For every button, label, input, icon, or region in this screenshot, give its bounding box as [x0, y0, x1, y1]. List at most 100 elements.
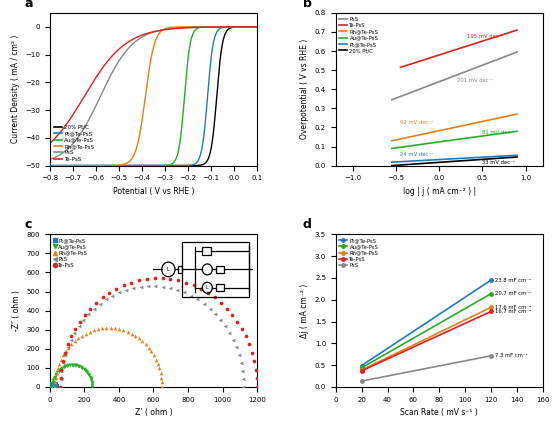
Text: 24 mV dec⁻¹: 24 mV dec⁻¹ — [401, 152, 434, 157]
Line: Rh@Te-PsS: Rh@Te-PsS — [50, 27, 257, 166]
Rh@Te-PsS — [138, 124, 145, 129]
Point — [228, 337, 237, 344]
Text: c: c — [25, 218, 32, 231]
Point — [74, 323, 83, 330]
Point — [57, 367, 66, 374]
Point — [143, 283, 152, 289]
Point — [52, 382, 61, 389]
Y-axis label: Current Density ( mA / cm² ): Current Density ( mA / cm² ) — [11, 35, 20, 144]
Point — [50, 373, 59, 380]
Point — [87, 378, 96, 385]
Y-axis label: Overpotential ( V vs RHE ): Overpotential ( V vs RHE ) — [300, 39, 309, 139]
Rh@Te-PsS — [208, 24, 215, 29]
Pt@Te-PsS — [138, 163, 145, 168]
Point — [98, 325, 106, 332]
Point — [52, 381, 60, 388]
Point — [78, 332, 86, 339]
Point — [217, 299, 225, 306]
Point — [64, 362, 73, 369]
Point — [63, 344, 72, 351]
Point — [232, 344, 240, 351]
Point — [47, 383, 55, 390]
Point — [48, 381, 57, 388]
Point — [79, 366, 88, 372]
Point — [80, 366, 89, 373]
Point — [81, 368, 90, 375]
Au@Te-PsS — [138, 163, 145, 168]
Point — [49, 381, 58, 387]
Point — [199, 300, 208, 307]
Point — [239, 384, 248, 390]
Point — [48, 381, 57, 387]
Legend: PsS, Te-PsS, Rh@Te-PsS, Au@Te-PsS, Pt@Te-PsS, 20% Pt/C: PsS, Te-PsS, Rh@Te-PsS, Au@Te-PsS, Pt@Te… — [338, 15, 379, 54]
Point — [174, 277, 183, 284]
Point — [94, 326, 102, 332]
Point — [236, 359, 245, 366]
20% Pt/C — [212, 113, 218, 118]
Point — [88, 380, 96, 387]
Point — [105, 289, 114, 296]
Point — [95, 300, 104, 307]
Te-PsS — [208, 25, 215, 30]
Point — [88, 382, 96, 389]
Point — [56, 375, 65, 382]
Legend: Pt@Te-PsS, Au@Te-PsS, Rh@Te-PsS, PsS, Te-PsS: Pt@Te-PsS, Au@Te-PsS, Rh@Te-PsS, PsS, Te… — [53, 237, 88, 269]
Point — [250, 357, 259, 364]
Text: 23.8 mF cm⁻²: 23.8 mF cm⁻² — [495, 277, 531, 283]
Point — [74, 335, 83, 342]
Point — [153, 360, 162, 367]
Point — [80, 311, 89, 318]
Point — [238, 375, 247, 382]
Rh@Te-PsS — [47, 163, 53, 168]
Point — [76, 364, 85, 371]
Point — [64, 341, 73, 348]
X-axis label: log | j ( mA cm⁻² ) |: log | j ( mA cm⁻² ) | — [403, 187, 476, 196]
Text: 16.7 mF cm⁻²: 16.7 mF cm⁻² — [495, 309, 531, 314]
Point — [59, 357, 68, 364]
PsS — [68, 143, 74, 148]
Point — [155, 365, 164, 372]
PsS — [212, 25, 218, 30]
Point — [48, 382, 57, 389]
Point — [147, 348, 156, 355]
Point — [59, 364, 68, 371]
PsS — [254, 24, 260, 29]
Point — [115, 326, 124, 332]
Text: 17.6 mF cm⁻²: 17.6 mF cm⁻² — [495, 305, 531, 310]
Point — [52, 382, 61, 389]
Point — [66, 337, 75, 344]
Te-PsS — [212, 25, 218, 30]
Point — [98, 294, 107, 301]
Point — [49, 381, 58, 387]
Point — [233, 318, 242, 325]
Point — [150, 275, 159, 282]
Point — [205, 305, 214, 312]
Point — [141, 341, 150, 348]
Au@Te-PsS — [212, 24, 218, 29]
PsS — [47, 157, 53, 162]
Te-PsS — [130, 36, 137, 41]
Point — [47, 382, 55, 389]
Pt@Te-PsS — [212, 34, 218, 39]
Point — [49, 380, 58, 387]
Point — [86, 305, 95, 312]
Point — [158, 275, 167, 282]
Point — [52, 383, 61, 390]
Point — [52, 370, 61, 377]
Point — [47, 381, 56, 388]
Text: 20.7 mF cm⁻²: 20.7 mF cm⁻² — [495, 291, 531, 296]
Point — [50, 381, 59, 387]
Point — [196, 285, 205, 292]
Point — [48, 381, 57, 388]
Au@Te-PsS — [68, 163, 74, 168]
Point — [245, 341, 254, 348]
Line: Rh@Te-PsS: Rh@Te-PsS — [360, 305, 493, 372]
Text: 7.3 mF cm⁻²: 7.3 mF cm⁻² — [495, 353, 528, 358]
Line: Pt@Te-PsS: Pt@Te-PsS — [360, 278, 493, 367]
Point — [144, 344, 153, 351]
PsS — [358, 378, 365, 384]
PsS — [130, 40, 137, 46]
Point — [111, 325, 120, 332]
Point — [123, 328, 132, 335]
Point — [89, 305, 98, 312]
